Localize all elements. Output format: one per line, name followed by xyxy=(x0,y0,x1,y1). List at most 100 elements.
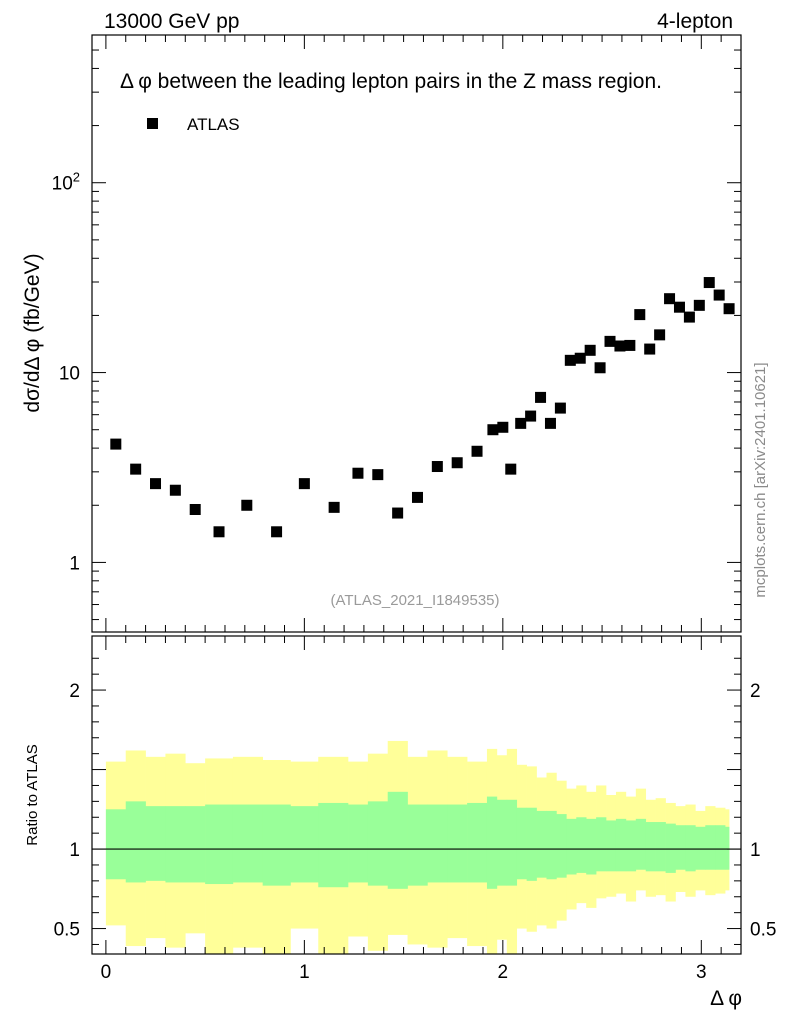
data-point xyxy=(644,343,656,355)
inner-band-bin xyxy=(695,826,706,870)
data-point xyxy=(150,478,162,490)
data-point xyxy=(505,463,517,475)
data-point xyxy=(564,354,576,366)
ratio-y-tick-label: 1 xyxy=(69,840,80,861)
main-ticks: 1 10 102 xyxy=(52,34,741,632)
inner-band-bin xyxy=(125,801,146,883)
data-point xyxy=(594,362,606,374)
ratio-y-tick-label-right: 1 xyxy=(750,840,761,861)
inner-band-bin xyxy=(496,799,508,886)
inner-band-bin xyxy=(526,807,537,881)
inner-band-bin xyxy=(655,822,666,872)
ratio-frame xyxy=(91,635,742,955)
y-tick-label: 1 xyxy=(69,553,80,574)
data-point xyxy=(624,339,636,351)
inner-band-bin xyxy=(606,820,617,872)
data-point xyxy=(110,438,122,450)
inner-band-bin xyxy=(506,799,518,886)
inner-band-bin xyxy=(576,817,587,873)
data-point xyxy=(169,484,181,496)
analysis-watermark: (ATLAS_2021_I1849535) xyxy=(330,592,499,609)
inner-band-bin xyxy=(596,817,607,872)
inner-band-bin xyxy=(516,807,527,880)
ratio-y-tick-label: 0.5 xyxy=(54,920,80,941)
ratio-y-tick-label-right: 0.5 xyxy=(750,920,776,941)
data-point xyxy=(614,340,626,352)
x-tick-label: 3 xyxy=(696,962,707,983)
data-point xyxy=(634,309,646,321)
inner-band-bin xyxy=(615,818,627,872)
data-point xyxy=(411,491,423,503)
y-tick-label: 10 xyxy=(59,364,80,385)
inner-band-bin xyxy=(447,804,468,883)
inner-band-bin xyxy=(165,806,186,883)
data-point xyxy=(654,329,666,341)
inner-band-bin xyxy=(407,804,428,886)
data-point xyxy=(713,289,725,301)
inner-band-bin xyxy=(625,820,637,872)
inner-band-bin xyxy=(262,804,291,886)
inner-band-bin xyxy=(290,806,319,883)
process-label: 4-lepton xyxy=(657,10,733,33)
data-point xyxy=(584,344,596,356)
inner-band-bin xyxy=(185,806,206,883)
data-point xyxy=(703,277,715,289)
data-point xyxy=(515,417,527,429)
data-point xyxy=(544,417,556,429)
inner-band-bin xyxy=(546,810,557,880)
plot-title: Δ φ between the leading lepton pairs in … xyxy=(120,70,662,93)
ratio-ticks: 0.5 0.5 1 1 2 2 0 1 2 3 xyxy=(54,636,776,983)
inner-band-bin xyxy=(205,804,234,885)
data-point xyxy=(497,421,509,433)
data-point xyxy=(298,478,310,490)
inner-band-bin xyxy=(536,810,547,878)
inner-band-bin xyxy=(675,825,686,870)
inner-band-bin xyxy=(566,818,577,875)
ratio-panel: 0.5 0.5 1 1 2 2 0 1 2 3 Ratio to ATLAS Δ φ xyxy=(24,635,776,1010)
data-point xyxy=(723,303,735,315)
inner-band-bin xyxy=(645,822,656,872)
x-tick-label: 1 xyxy=(299,962,310,983)
data-point xyxy=(554,402,566,414)
inner-band-bin xyxy=(556,814,567,878)
data-point xyxy=(130,463,142,475)
x-tick-label: 0 xyxy=(101,962,112,983)
inner-band-bin xyxy=(635,818,647,870)
data-point xyxy=(471,445,483,457)
legend-label: ATLAS xyxy=(187,115,240,134)
ratio-y-tick-label: 2 xyxy=(69,681,80,702)
main-panel: 1 10 102 Δ φ between the leading lepton pa… xyxy=(21,34,742,633)
main-data-layer xyxy=(110,277,735,538)
data-point xyxy=(271,526,283,538)
energy-label: 13000 GeV pp xyxy=(104,10,239,33)
data-point xyxy=(604,335,616,347)
inner-band-bin xyxy=(105,809,127,880)
data-point xyxy=(683,311,695,323)
data-point xyxy=(189,503,201,515)
data-point xyxy=(535,391,547,403)
y-tick-label: 102 xyxy=(52,170,80,195)
legend-marker xyxy=(147,118,158,129)
inner-band-bin xyxy=(665,823,676,873)
main-y-label: dσ/dΔ φ (fb/GeV) xyxy=(21,253,44,412)
data-point xyxy=(213,526,225,538)
inner-band-bin xyxy=(387,791,408,889)
data-point xyxy=(487,424,499,436)
inner-band-bin xyxy=(367,801,389,886)
inner-band-bin xyxy=(725,826,730,870)
inner-band-bin xyxy=(145,806,166,881)
data-point xyxy=(241,499,253,511)
ratio-y-tick-label-right: 2 xyxy=(750,681,761,702)
side-label: mcplots.cern.ch [arXiv:2401.10621] xyxy=(752,362,769,597)
inner-band-bin xyxy=(427,804,448,883)
data-point xyxy=(328,501,340,513)
inner-band-bin xyxy=(348,804,369,883)
data-point xyxy=(525,410,537,422)
x-axis-label: Δ φ xyxy=(710,987,742,1010)
main-frame xyxy=(91,34,742,633)
data-point xyxy=(352,467,364,479)
data-point xyxy=(392,507,404,519)
inner-band-bin xyxy=(486,796,498,889)
inner-band-bin xyxy=(318,802,349,888)
